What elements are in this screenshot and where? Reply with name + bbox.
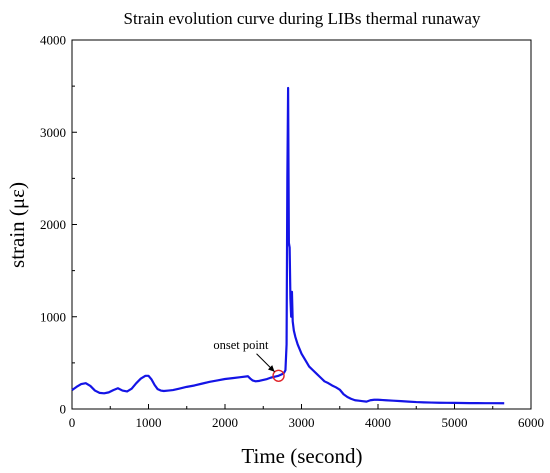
y-tick-label: 4000 <box>40 33 66 48</box>
y-axis-label: strain (με) <box>5 182 29 268</box>
onset-label: onset point <box>213 338 269 352</box>
onset-marker <box>272 369 285 382</box>
x-tick-label: 3000 <box>289 415 315 430</box>
plot-area: 0 1000 2000 3000 4000 5000 6000 0 1000 2000 3000 40… <box>40 33 544 431</box>
y-tick-label: 3000 <box>40 125 66 140</box>
x-axis-label: Time (second) <box>241 444 362 468</box>
y-tick-label: 1000 <box>40 309 66 324</box>
strain-series-line <box>71 86 505 405</box>
chart-title: Strain evolution curve during LIBs therm… <box>124 9 481 28</box>
onset-annotation: onset point <box>213 338 285 382</box>
y-tick-label: 0 <box>60 402 67 417</box>
onset-arrow-head <box>267 365 275 372</box>
x-tick-label: 4000 <box>365 415 391 430</box>
x-tick-label: 5000 <box>442 415 468 430</box>
x-tick-label: 1000 <box>136 415 162 430</box>
axis-ticks: 0 1000 2000 3000 4000 5000 6000 0 1000 2000 3000 40… <box>40 33 544 431</box>
x-tick-label: 6000 <box>518 415 544 430</box>
x-tick-label: 0 <box>69 415 76 430</box>
y-tick-label: 2000 <box>40 217 66 232</box>
x-tick-label: 2000 <box>212 415 238 430</box>
